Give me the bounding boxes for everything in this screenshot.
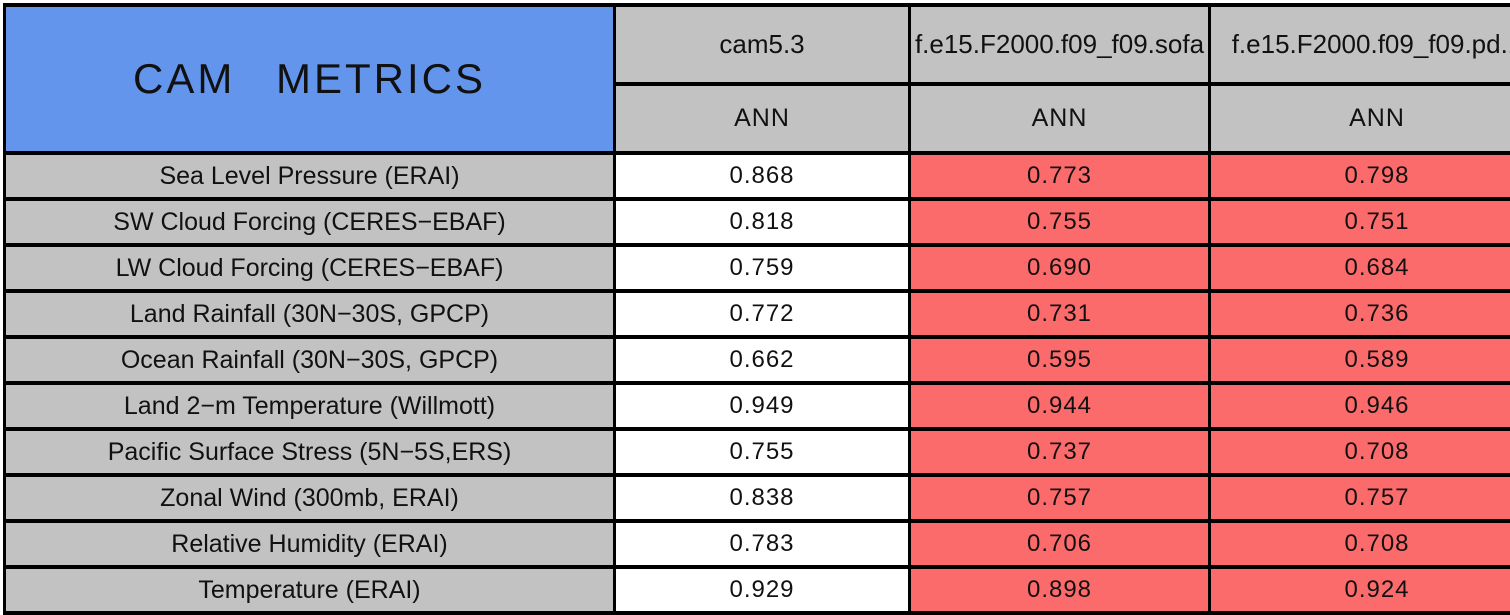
metric-label: Relative Humidity (ERAI) (5, 521, 615, 567)
run-name-1: f.e15.F2000.f09_f09.sofa (911, 29, 1208, 60)
metric-label: LW Cloud Forcing (CERES−EBAF) (5, 245, 615, 291)
metric-label: Land Rainfall (30N−30S, GPCP) (5, 291, 615, 337)
table-title: CAM METRICS (133, 55, 486, 102)
metric-value: 0.898 (910, 567, 1210, 613)
metric-value: 0.868 (615, 153, 910, 199)
metric-label: Zonal Wind (300mb, ERAI) (5, 475, 615, 521)
metric-value: 0.944 (910, 383, 1210, 429)
metric-value: 0.838 (615, 475, 910, 521)
metric-value: 0.736 (1210, 291, 1510, 337)
metric-label: Temperature (ERAI) (5, 567, 615, 613)
table-row-relative-humidity: Relative Humidity (ERAI) 0.783 0.706 0.7… (5, 521, 1510, 567)
metric-value: 0.818 (615, 199, 910, 245)
metric-value: 0.783 (615, 521, 910, 567)
table-row-zonal-wind: Zonal Wind (300mb, ERAI) 0.838 0.757 0.7… (5, 475, 1510, 521)
metric-value: 0.798 (1210, 153, 1510, 199)
table-row-sw-cloud-forcing: SW Cloud Forcing (CERES−EBAF) 0.818 0.75… (5, 199, 1510, 245)
table-row-pacific-surface-stress: Pacific Surface Stress (5N−5S,ERS) 0.755… (5, 429, 1510, 475)
table-row-lw-cloud-forcing: LW Cloud Forcing (CERES−EBAF) 0.759 0.69… (5, 245, 1510, 291)
metric-value: 0.949 (615, 383, 910, 429)
metric-value: 0.751 (1210, 199, 1510, 245)
metric-value: 0.929 (615, 567, 910, 613)
table-title-cell: CAM METRICS (5, 5, 615, 153)
metric-value: 0.708 (1210, 521, 1510, 567)
run-name-0: cam5.3 (616, 29, 908, 60)
cam-metrics-table: CAM METRICS cam5.3 f.e15.F2000.f09_f09.s… (3, 3, 1510, 615)
table-row-land-rainfall: Land Rainfall (30N−30S, GPCP) 0.772 0.73… (5, 291, 1510, 337)
table-row-land-2m-temperature: Land 2−m Temperature (Willmott) 0.949 0.… (5, 383, 1510, 429)
run-name-cell-2: f.e15.F2000.f09_f09.pd.1 (1210, 5, 1510, 84)
metric-value: 0.773 (910, 153, 1210, 199)
metric-value: 0.708 (1210, 429, 1510, 475)
table-row-ocean-rainfall: Ocean Rainfall (30N−30S, GPCP) 0.662 0.5… (5, 337, 1510, 383)
metric-value: 0.684 (1210, 245, 1510, 291)
run-name-cell-1: f.e15.F2000.f09_f09.sofa (910, 5, 1210, 84)
metric-value: 0.589 (1210, 337, 1510, 383)
metric-value: 0.924 (1210, 567, 1510, 613)
run-name-2: f.e15.F2000.f09_f09.pd.1 (1211, 29, 1510, 60)
metric-value: 0.755 (615, 429, 910, 475)
metric-value: 0.759 (615, 245, 910, 291)
metric-value: 0.706 (910, 521, 1210, 567)
metric-value: 0.946 (1210, 383, 1510, 429)
metric-value: 0.737 (910, 429, 1210, 475)
metric-value: 0.595 (910, 337, 1210, 383)
season-cell-0: ANN (615, 84, 910, 153)
metric-label: Land 2−m Temperature (Willmott) (5, 383, 615, 429)
metric-value: 0.662 (615, 337, 910, 383)
header-row-runs: CAM METRICS cam5.3 f.e15.F2000.f09_f09.s… (5, 5, 1510, 84)
season-cell-1: ANN (910, 84, 1210, 153)
season-cell-2: ANN (1210, 84, 1510, 153)
metric-label: SW Cloud Forcing (CERES−EBAF) (5, 199, 615, 245)
metric-value: 0.690 (910, 245, 1210, 291)
metric-value: 0.772 (615, 291, 910, 337)
metric-value: 0.757 (1210, 475, 1510, 521)
metric-value: 0.755 (910, 199, 1210, 245)
metric-label: Pacific Surface Stress (5N−5S,ERS) (5, 429, 615, 475)
run-name-cell-0: cam5.3 (615, 5, 910, 84)
metric-label: Ocean Rainfall (30N−30S, GPCP) (5, 337, 615, 383)
metric-value: 0.731 (910, 291, 1210, 337)
table-row-temperature: Temperature (ERAI) 0.929 0.898 0.924 (5, 567, 1510, 613)
metric-label: Sea Level Pressure (ERAI) (5, 153, 615, 199)
table-row-sea-level-pressure: Sea Level Pressure (ERAI) 0.868 0.773 0.… (5, 153, 1510, 199)
metric-value: 0.757 (910, 475, 1210, 521)
